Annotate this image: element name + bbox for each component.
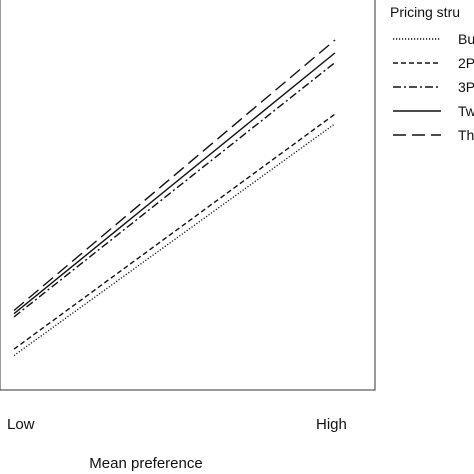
plot-area [0,0,376,391]
series-line-3 [13,61,336,318]
legend-label-3: 3P [458,79,474,95]
legend-label-2: 2P [458,55,474,71]
legend: Bu 2P 3P Tw Th [393,31,474,143]
x-tick-low: Low [7,416,35,433]
x-tick-high: High [316,416,347,433]
legend-label-1: Bu [458,31,474,47]
legend-title: Pricing stru [390,4,460,20]
legend-label-4: Tw [458,103,474,119]
x-axis-title: Mean preference [89,455,202,472]
legend-label-5: Th [458,127,474,143]
series-line-2 [13,113,336,350]
series-line-4 [13,52,336,315]
series-line-5 [13,39,336,312]
series-layer [13,39,336,357]
series-line-1 [13,123,336,357]
